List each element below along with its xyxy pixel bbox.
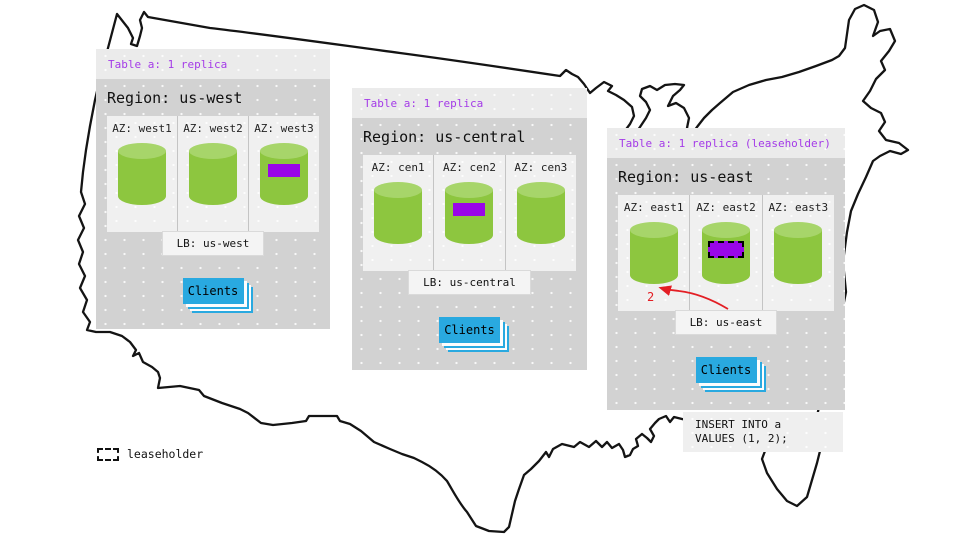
lb-label: LB: us-west <box>176 237 250 250</box>
az-label: AZ: cen1 <box>371 161 425 174</box>
az-column-west2: AZ: west2 <box>178 116 248 232</box>
az-label: AZ: west2 <box>183 122 243 135</box>
region-title: Region: us-east <box>618 168 754 186</box>
lb-label: LB: us-central <box>423 276 516 289</box>
load-balancer-us-west: LB: us-west <box>161 231 265 256</box>
database-cylinder <box>189 143 237 205</box>
az-label: AZ: east2 <box>696 201 756 214</box>
database-cylinder <box>374 182 423 244</box>
az-column-west3: AZ: west3 <box>249 116 319 232</box>
database-cylinder <box>516 182 565 244</box>
table-replica-label: Table a: 1 replica <box>108 57 228 71</box>
sql-line-2: VALUES (1, 2); <box>695 432 788 445</box>
database-cylinder <box>774 222 823 284</box>
clients-label: Clients <box>187 284 239 298</box>
az-label: AZ: west3 <box>254 122 314 135</box>
database-cylinder <box>701 222 750 284</box>
az-column-east2: AZ: east2 <box>690 195 762 311</box>
database-cylinder <box>445 182 494 244</box>
table-replica-leaseholder-label: Table a: 1 replica (leaseholder) <box>619 136 831 150</box>
region-title: Region: us-west <box>107 89 243 107</box>
lb-label: LB: us-east <box>689 316 763 329</box>
az-strip: AZ: cen1 AZ: cen2 AZ: cen3 <box>363 155 576 271</box>
az-strip: AZ: east1 AZ: east2 AZ: east3 <box>618 195 834 311</box>
sql-statement-box: INSERT INTO a VALUES (1, 2); <box>683 412 843 452</box>
az-label: AZ: east3 <box>768 201 829 214</box>
replica-band <box>453 203 486 216</box>
az-strip: AZ: west1 AZ: west2 AZ: west3 <box>107 116 319 232</box>
table-header-us-west: Table a: 1 replica <box>96 49 330 79</box>
az-column-west1: AZ: west1 <box>107 116 177 232</box>
database-cylinder <box>260 143 308 205</box>
table-header-us-east: Table a: 1 replica (leaseholder) <box>607 128 845 158</box>
az-label: AZ: west1 <box>112 122 172 135</box>
leaseholder-swatch-icon <box>97 447 119 461</box>
region-body-us-west: Region: us-west AZ: west1 AZ: west2 AZ: … <box>96 79 330 329</box>
table-header-us-central: Table a: 1 replica <box>352 88 587 118</box>
write-step-number: 2 <box>647 290 655 304</box>
sql-line-1: INSERT INTO a <box>695 418 782 431</box>
az-label: AZ: cen3 <box>514 161 568 174</box>
region-body-us-east: Region: us-east AZ: east1 AZ: east2 AZ: … <box>607 158 845 410</box>
region-panel-us-west: Table a: 1 replica Region: us-west AZ: w… <box>96 49 330 329</box>
region-title: Region: us-central <box>363 128 526 146</box>
load-balancer-us-central: LB: us-central <box>408 270 531 295</box>
region-body-us-central: Region: us-central AZ: cen1 AZ: cen2 AZ:… <box>352 118 587 370</box>
clients-button: Clients <box>439 317 500 343</box>
leaseholder-legend: leaseholder <box>97 447 203 461</box>
clients-button: Clients <box>182 278 244 304</box>
table-replica-label: Table a: 1 replica <box>364 96 484 110</box>
az-label: AZ: cen2 <box>443 161 496 174</box>
leaseholder-replica-band <box>707 241 744 258</box>
replica-band <box>268 164 300 177</box>
legend-label: leaseholder <box>127 447 204 461</box>
az-column-cen3: AZ: cen3 <box>505 155 576 271</box>
az-column-east3: AZ: east3 <box>762 195 834 311</box>
clients-label: Clients <box>444 323 495 337</box>
region-panel-us-central: Table a: 1 replica Region: us-central AZ… <box>352 88 587 370</box>
az-column-cen1: AZ: cen1 <box>363 155 434 271</box>
clients-label: Clients <box>700 363 752 377</box>
az-label: AZ: east1 <box>623 201 684 214</box>
clients-button: Clients <box>695 357 757 383</box>
database-cylinder <box>118 143 166 205</box>
az-column-cen2: AZ: cen2 <box>434 155 505 271</box>
load-balancer-us-east: LB: us-east <box>674 310 778 335</box>
database-cylinder <box>629 222 678 284</box>
region-panel-us-east: Table a: 1 replica (leaseholder) Region:… <box>607 128 845 410</box>
